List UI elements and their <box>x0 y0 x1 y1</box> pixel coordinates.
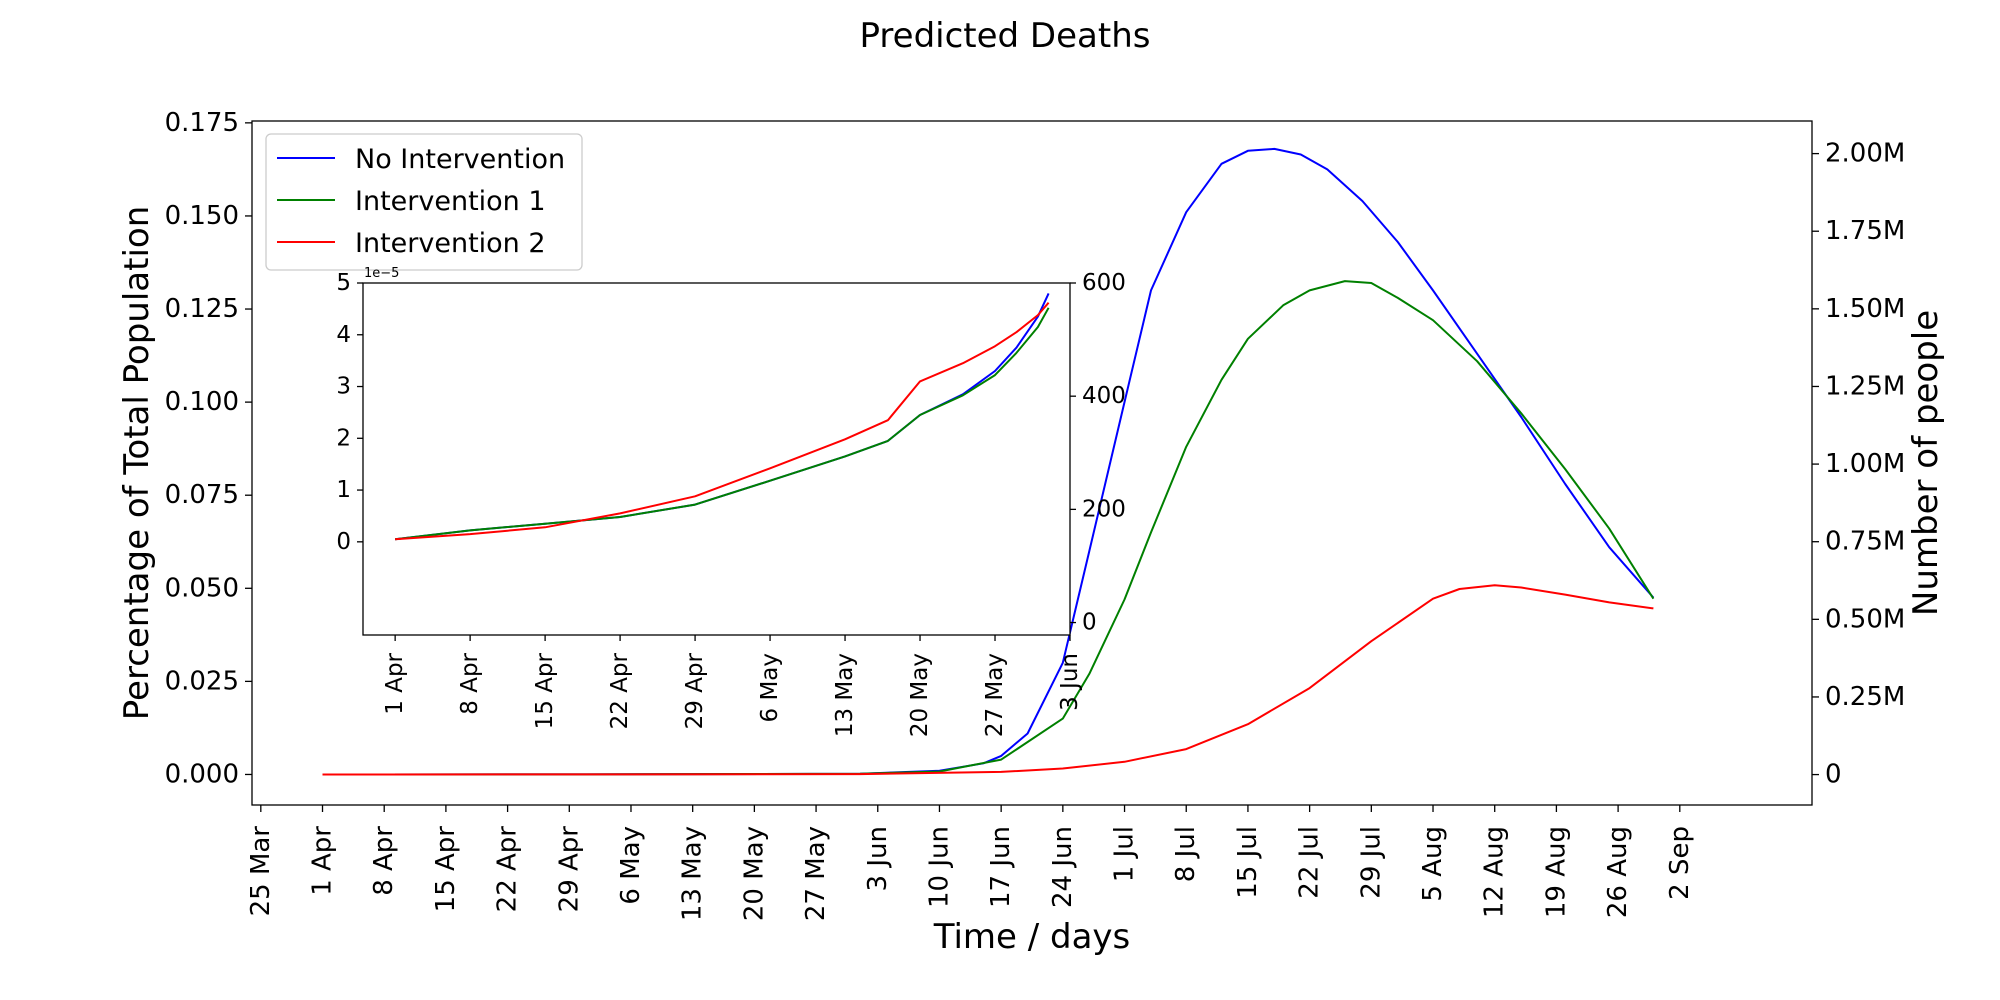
main-x-tick-label: 15 Jul <box>1233 826 1263 899</box>
main-y-axis-ticks: 0.000 0.025 0.050 0.075 0.100 0.125 0.150 0.175 <box>165 108 252 789</box>
main-y2-tick-label: 1.75M <box>1825 216 1905 246</box>
main-y-tick-label: 0.150 <box>165 201 239 231</box>
inset-y-tick-label: 2 <box>336 425 351 451</box>
inset-series-line-intervention-1 <box>394 307 1050 541</box>
main-x-tick-label: 26 Aug <box>1603 826 1633 918</box>
inset-x-tick-label: 29 Apr <box>682 652 708 729</box>
main-x-tick-label: 6 May <box>616 826 646 905</box>
main-x-tick-label: 22 Apr <box>493 826 523 913</box>
main-x-tick-label: 1 Jul <box>1110 826 1140 882</box>
main-y-tick-label: 0.025 <box>165 666 239 696</box>
main-x-tick-label: 5 Aug <box>1418 826 1448 902</box>
main-series-line-intervention-2 <box>322 584 1654 776</box>
main-x-tick-label: 29 Apr <box>554 826 584 913</box>
main-plot-frame <box>251 120 1813 806</box>
legend-label-no-intervention: No Intervention <box>355 144 565 175</box>
inset-x-tick-label: 22 Apr <box>607 652 633 729</box>
inset-x-axis-ticks: 1 Apr 8 Apr 15 Apr 22 Apr 29 Apr 6 May 13 May 2… <box>382 635 1083 737</box>
legend-label-intervention-2: Intervention 2 <box>355 228 546 259</box>
inset-y-tick-label: 3 <box>336 374 351 400</box>
inset-y2-tick-label: 0 <box>1082 610 1097 636</box>
main-plot: 25 Mar 1 Apr 8 Apr 15 Apr 22 Apr 29 Apr 6 May 1… <box>165 108 1906 921</box>
main-y-tick-label: 0.075 <box>165 480 239 510</box>
main-series-line-intervention-1 <box>322 280 1655 776</box>
inset-x-tick-label: 15 Apr <box>532 652 558 729</box>
inset-y-tick-label: 4 <box>336 322 351 348</box>
main-x-tick-label: 8 Jul <box>1171 826 1201 882</box>
main-y2-tick-label: 1.50M <box>1825 294 1905 324</box>
main-x-tick-label: 24 Jun <box>1048 826 1078 908</box>
main-y-tick-label: 0.175 <box>165 108 239 138</box>
inset-plot: 1 Apr 8 Apr 15 Apr 22 Apr 29 Apr 6 May 13 May 2… <box>336 266 1126 737</box>
inset-x-tick-label: 13 May <box>832 653 858 737</box>
inset-y2-tick-label: 200 <box>1082 496 1126 522</box>
chart-title: Predicted Deaths <box>860 16 1151 56</box>
main-y2-tick-label: 0.50M <box>1825 604 1905 634</box>
main-secondary-y-axis-ticks: 0 0.25M 0.50M 0.75M 1.00M 1.25M 1.50M 1.75M 2.00… <box>1812 139 1905 790</box>
main-x-tick-label: 13 May <box>678 826 708 921</box>
inset-y2-tick-label: 600 <box>1082 270 1126 296</box>
main-x-tick-label: 27 May <box>801 826 831 921</box>
inset-x-tick-label: 1 Apr <box>382 652 408 714</box>
x-axis-label: Time / days <box>933 917 1131 957</box>
main-y2-tick-label: 1.25M <box>1825 371 1905 401</box>
main-y2-tick-label: 0.25M <box>1825 682 1905 712</box>
inset-x-tick-label: 8 Apr <box>457 652 483 714</box>
y-axis-label: Percentage of Total Population <box>117 206 157 721</box>
main-x-tick-label: 12 Aug <box>1480 826 1510 918</box>
main-x-tick-label: 20 May <box>739 826 769 921</box>
legend: No Intervention Intervention 1 Intervent… <box>265 133 583 271</box>
main-x-tick-label: 29 Jul <box>1356 826 1386 899</box>
main-y2-tick-label: 0 <box>1825 760 1842 790</box>
inset-plot-frame <box>362 282 1071 636</box>
main-x-tick-label: 22 Jul <box>1295 826 1325 899</box>
inset-y-offset-text: 1e−5 <box>364 266 399 281</box>
main-x-tick-label: 10 Jun <box>925 826 955 908</box>
legend-frame <box>265 133 583 271</box>
main-y-tick-label: 0.000 <box>165 759 239 789</box>
main-x-tick-label: 19 Aug <box>1541 826 1571 918</box>
inset-secondary-y-axis-ticks: 0 200 400 600 <box>1070 270 1126 636</box>
inset-y-tick-label: 0 <box>336 529 351 555</box>
main-series-group <box>322 147 1655 776</box>
inset-x-tick-label: 6 May <box>757 653 783 723</box>
legend-label-intervention-1: Intervention 1 <box>355 186 546 217</box>
inset-x-tick-label: 20 May <box>907 653 933 737</box>
main-x-tick-label: 25 Mar <box>246 826 276 917</box>
main-x-tick-label: 2 Sep <box>1665 826 1695 900</box>
main-y-tick-label: 0.100 <box>165 387 239 417</box>
main-x-tick-label: 15 Apr <box>431 826 461 913</box>
main-x-tick-label: 8 Apr <box>369 826 399 896</box>
main-y-tick-label: 0.125 <box>165 294 239 324</box>
inset-x-tick-label: 3 Jun <box>1057 653 1083 711</box>
main-y-tick-label: 0.050 <box>165 573 239 603</box>
inset-y-axis-ticks: 0 1 2 3 4 5 <box>336 270 363 555</box>
inset-series-line-intervention-2 <box>395 302 1050 541</box>
main-x-tick-label: 3 Jun <box>863 826 893 891</box>
inset-y2-tick-label: 400 <box>1082 383 1126 409</box>
inset-y-tick-label: 5 <box>336 270 351 296</box>
inset-series-group <box>394 292 1050 541</box>
main-x-axis-ticks: 25 Mar 1 Apr 8 Apr 15 Apr 22 Apr 29 Apr 6 May 1… <box>246 805 1695 921</box>
main-x-tick-label: 1 Apr <box>308 826 338 896</box>
main-y2-tick-label: 1.00M <box>1825 449 1905 479</box>
main-y2-tick-label: 2.00M <box>1825 139 1905 169</box>
main-y2-tick-label: 0.75M <box>1825 527 1905 557</box>
inset-x-tick-label: 27 May <box>982 653 1008 737</box>
main-x-tick-label: 17 Jun <box>986 826 1016 908</box>
secondary-y-axis-label: Number of people <box>1906 310 1946 616</box>
inset-y-tick-label: 1 <box>336 477 351 503</box>
